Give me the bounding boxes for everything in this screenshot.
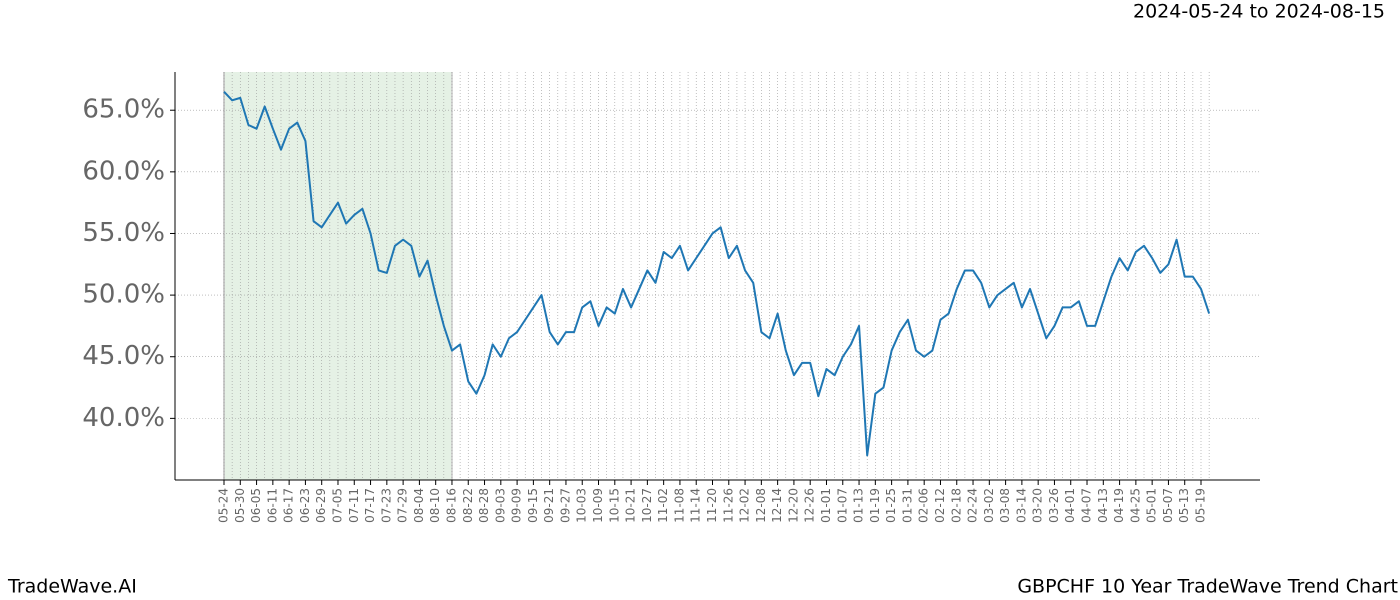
x-tick-label: 08-04 bbox=[412, 488, 426, 523]
x-tick-label: 06-11 bbox=[265, 488, 279, 523]
x-tick-label: 10-09 bbox=[591, 488, 605, 523]
x-tick-label: 12-08 bbox=[754, 488, 768, 523]
x-tick-label: 04-25 bbox=[1128, 488, 1142, 523]
x-tick-label: 04-01 bbox=[1063, 488, 1077, 523]
x-tick-label: 12-20 bbox=[786, 488, 800, 523]
x-tick-label: 07-29 bbox=[396, 488, 410, 523]
y-tick-label: 55.0% bbox=[82, 218, 165, 248]
x-tick-label: 03-20 bbox=[1031, 488, 1045, 523]
x-tick-label: 03-26 bbox=[1047, 488, 1061, 523]
x-tick-label: 09-21 bbox=[542, 488, 556, 523]
x-tick-label: 03-08 bbox=[998, 488, 1012, 523]
x-tick-label: 12-14 bbox=[770, 488, 784, 523]
x-tick-label: 02-06 bbox=[917, 488, 931, 523]
y-tick-label: 50.0% bbox=[82, 280, 165, 310]
x-tick-label: 10-27 bbox=[640, 488, 654, 523]
data-line bbox=[223, 91, 1211, 457]
x-tick-label: 04-07 bbox=[1080, 488, 1094, 523]
x-tick-label: 02-12 bbox=[933, 488, 947, 523]
y-tick-label: 40.0% bbox=[82, 403, 165, 433]
x-tick-label: 06-05 bbox=[249, 488, 263, 523]
x-tick-label: 12-26 bbox=[803, 488, 817, 523]
x-tick-label: 09-15 bbox=[526, 488, 540, 523]
x-tick-label: 05-07 bbox=[1161, 488, 1175, 523]
x-tick-label: 02-18 bbox=[949, 488, 963, 523]
x-tick-label: 11-02 bbox=[656, 488, 670, 523]
x-tick-label: 12-02 bbox=[738, 488, 752, 523]
x-tick-label: 08-22 bbox=[461, 488, 475, 523]
x-tick-label: 05-13 bbox=[1177, 488, 1191, 523]
x-tick-label: 11-08 bbox=[672, 488, 686, 523]
x-tick-label: 04-19 bbox=[1112, 488, 1126, 523]
x-tick-label: 11-26 bbox=[721, 488, 735, 523]
x-tick-label: 06-23 bbox=[298, 488, 312, 523]
x-tick-label: 07-11 bbox=[347, 488, 361, 523]
x-tick-label: 02-24 bbox=[966, 488, 980, 523]
x-tick-label: 09-03 bbox=[493, 488, 507, 523]
x-tick-label: 03-14 bbox=[1014, 488, 1028, 523]
x-tick-label: 07-17 bbox=[363, 488, 377, 523]
x-tick-label: 07-05 bbox=[330, 488, 344, 523]
chart-title: 2024-05-24 to 2024-08-15 bbox=[1133, 1, 1385, 23]
x-tick-label: 05-30 bbox=[233, 488, 247, 523]
x-tick-label: 11-20 bbox=[705, 488, 719, 523]
x-tick-label: 03-02 bbox=[982, 488, 996, 523]
x-tick-label: 01-13 bbox=[852, 488, 866, 523]
y-tick-label: 60.0% bbox=[82, 156, 165, 186]
x-tick-label: 01-25 bbox=[884, 488, 898, 523]
x-tick-label: 05-24 bbox=[217, 488, 231, 523]
x-tick-label: 06-29 bbox=[314, 488, 328, 523]
x-tick-label: 05-01 bbox=[1145, 488, 1159, 523]
x-tick-label: 09-09 bbox=[510, 488, 524, 523]
y-tick-label: 65.0% bbox=[82, 95, 165, 125]
x-tick-label: 10-21 bbox=[624, 488, 638, 523]
x-tick-label: 04-13 bbox=[1096, 488, 1110, 523]
footer-left: TradeWave.AI bbox=[7, 576, 137, 598]
x-tick-label: 01-07 bbox=[835, 488, 849, 523]
x-tick-label: 10-15 bbox=[607, 488, 621, 523]
footer-right: GBPCHF 10 Year TradeWave Trend Chart bbox=[1017, 576, 1398, 598]
x-tick-label: 01-31 bbox=[900, 488, 914, 523]
x-tick-label: 05-19 bbox=[1194, 488, 1208, 523]
x-tick-label: 08-10 bbox=[428, 488, 442, 523]
x-tick-label: 11-14 bbox=[689, 488, 703, 523]
x-tick-label: 10-03 bbox=[575, 488, 589, 523]
x-tick-label: 08-28 bbox=[477, 488, 491, 523]
x-tick-label: 06-17 bbox=[282, 488, 296, 523]
x-tick-label: 08-16 bbox=[444, 488, 458, 523]
y-tick-label: 45.0% bbox=[82, 341, 165, 371]
x-tick-label: 09-27 bbox=[558, 488, 572, 523]
x-tick-label: 01-19 bbox=[868, 488, 882, 523]
x-tick-label: 01-01 bbox=[819, 488, 833, 523]
x-tick-label: 07-23 bbox=[379, 488, 393, 523]
